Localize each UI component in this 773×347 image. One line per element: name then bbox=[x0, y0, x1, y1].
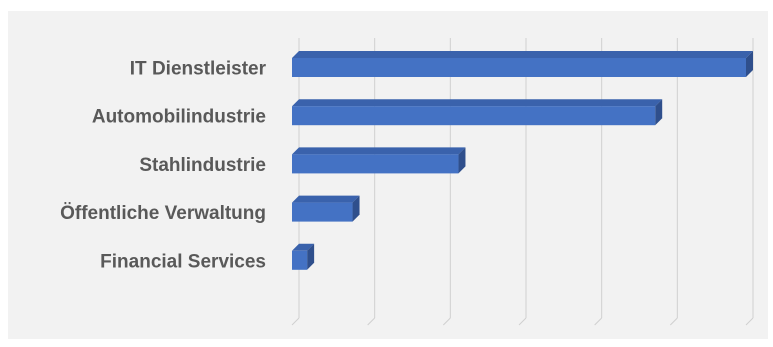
bar-side-face bbox=[655, 99, 663, 126]
gridline-floor bbox=[594, 317, 603, 326]
bar-chart: IT Dienstleister Automobilindustrie Stah… bbox=[60, 38, 754, 326]
gridline-floor bbox=[291, 317, 300, 326]
bar-side-face bbox=[352, 195, 360, 222]
bar-top-face bbox=[292, 195, 360, 203]
bar-front-face bbox=[292, 250, 308, 270]
category-label-financial-services: Financial Services bbox=[100, 251, 266, 272]
bars bbox=[292, 51, 753, 270]
category-label-stahlindustrie: Stahlindustrie bbox=[139, 155, 266, 176]
chart-area: IT Dienstleister Automobilindustrie Stah… bbox=[8, 11, 768, 339]
gridline-floor bbox=[669, 317, 678, 326]
category-label-oeffentliche-verwaltung: Öffentliche Verwaltung bbox=[60, 203, 266, 224]
bar-financial-services bbox=[292, 243, 315, 270]
category-label-automobilindustrie: Automobilindustrie bbox=[92, 107, 266, 128]
gridline-floor bbox=[442, 317, 451, 326]
bar-side-face bbox=[746, 51, 753, 77]
bar-top-face bbox=[292, 243, 315, 251]
bar-top-face bbox=[292, 51, 753, 58]
category-labels: IT Dienstleister Automobilindustrie Stah… bbox=[60, 59, 266, 273]
gridline-floor bbox=[518, 317, 527, 326]
gridline-floor bbox=[745, 317, 754, 326]
bar-stahlindustrie bbox=[292, 147, 466, 174]
bar-it-dienstleister bbox=[292, 51, 753, 77]
bar-front-face bbox=[292, 58, 746, 77]
bar-side-face bbox=[307, 243, 315, 270]
gridline-floor bbox=[367, 317, 376, 326]
bar-side-face bbox=[458, 147, 466, 174]
bar-front-face bbox=[292, 154, 459, 174]
bar-top-face bbox=[292, 99, 663, 107]
bar-automobilindustrie bbox=[292, 99, 663, 126]
category-label-it-dienstleister: IT Dienstleister bbox=[130, 59, 267, 80]
bar-front-face bbox=[292, 106, 656, 126]
bar-top-face bbox=[292, 147, 466, 155]
bar--ffentliche-verwaltung bbox=[292, 195, 360, 222]
gridlines bbox=[291, 38, 754, 326]
bar-front-face bbox=[292, 202, 353, 222]
